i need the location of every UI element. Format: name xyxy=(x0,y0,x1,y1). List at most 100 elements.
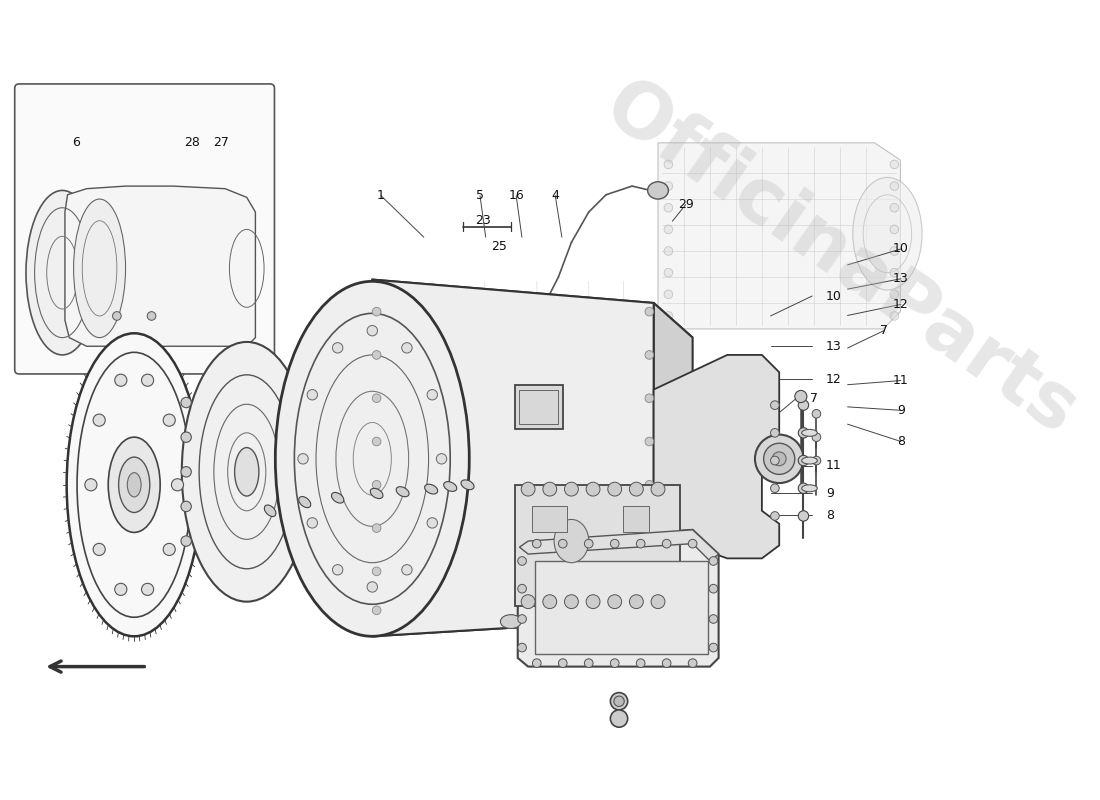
Ellipse shape xyxy=(645,567,653,576)
Ellipse shape xyxy=(163,543,175,555)
Ellipse shape xyxy=(85,478,97,491)
Text: 7: 7 xyxy=(811,392,818,405)
Bar xyxy=(624,506,649,533)
Bar xyxy=(519,390,559,424)
Bar xyxy=(515,485,680,606)
Polygon shape xyxy=(372,279,411,636)
Text: 2: 2 xyxy=(425,539,432,552)
Ellipse shape xyxy=(542,594,557,609)
Ellipse shape xyxy=(890,312,899,320)
Ellipse shape xyxy=(26,190,99,355)
Polygon shape xyxy=(519,530,718,561)
Ellipse shape xyxy=(180,398,191,408)
Ellipse shape xyxy=(755,434,803,483)
Ellipse shape xyxy=(799,455,808,466)
Ellipse shape xyxy=(518,643,527,652)
Ellipse shape xyxy=(542,482,557,496)
Text: 11: 11 xyxy=(826,459,842,472)
Ellipse shape xyxy=(890,246,899,255)
Ellipse shape xyxy=(114,583,126,595)
Ellipse shape xyxy=(771,429,779,437)
Polygon shape xyxy=(65,186,255,346)
Ellipse shape xyxy=(812,410,821,418)
Text: 30: 30 xyxy=(94,363,111,378)
Ellipse shape xyxy=(371,488,383,498)
Ellipse shape xyxy=(799,428,808,438)
Text: 27: 27 xyxy=(213,136,229,149)
Ellipse shape xyxy=(307,518,318,528)
Ellipse shape xyxy=(610,539,619,548)
Text: 14: 14 xyxy=(485,539,502,552)
Ellipse shape xyxy=(584,659,593,667)
Ellipse shape xyxy=(521,482,535,496)
Polygon shape xyxy=(653,303,693,619)
Text: 29: 29 xyxy=(463,492,478,505)
Ellipse shape xyxy=(890,225,899,234)
Ellipse shape xyxy=(614,696,624,706)
Ellipse shape xyxy=(372,606,381,614)
Text: 23: 23 xyxy=(524,587,539,600)
Ellipse shape xyxy=(610,710,628,727)
Text: 24: 24 xyxy=(466,532,482,545)
Text: 3: 3 xyxy=(404,539,411,552)
Ellipse shape xyxy=(645,606,653,614)
Ellipse shape xyxy=(180,466,191,477)
Text: 16: 16 xyxy=(508,189,524,202)
Ellipse shape xyxy=(264,505,276,517)
Ellipse shape xyxy=(710,557,717,566)
Ellipse shape xyxy=(532,539,541,548)
Ellipse shape xyxy=(142,374,154,386)
Ellipse shape xyxy=(689,659,697,667)
Text: 8: 8 xyxy=(896,435,905,448)
Ellipse shape xyxy=(799,483,808,494)
Ellipse shape xyxy=(586,482,600,496)
Text: 25: 25 xyxy=(491,240,507,253)
Ellipse shape xyxy=(664,203,673,212)
Polygon shape xyxy=(372,589,693,636)
Text: 30: 30 xyxy=(95,369,111,382)
Text: 12: 12 xyxy=(826,373,842,386)
Ellipse shape xyxy=(664,268,673,277)
Ellipse shape xyxy=(610,693,628,710)
Text: 12: 12 xyxy=(893,298,909,311)
Ellipse shape xyxy=(298,454,308,464)
Text: OfficinaParts: OfficinaParts xyxy=(590,69,1090,450)
Polygon shape xyxy=(653,355,779,558)
Ellipse shape xyxy=(689,539,697,548)
Ellipse shape xyxy=(802,430,817,436)
Ellipse shape xyxy=(119,457,150,513)
Text: 1: 1 xyxy=(377,189,385,202)
Ellipse shape xyxy=(610,659,619,667)
Ellipse shape xyxy=(425,484,438,494)
Ellipse shape xyxy=(651,594,664,609)
Ellipse shape xyxy=(584,539,593,548)
Ellipse shape xyxy=(710,614,717,623)
Ellipse shape xyxy=(180,432,191,442)
Ellipse shape xyxy=(402,565,412,575)
Ellipse shape xyxy=(427,518,438,528)
Ellipse shape xyxy=(771,484,779,493)
Ellipse shape xyxy=(163,414,175,426)
Ellipse shape xyxy=(637,539,645,548)
Ellipse shape xyxy=(812,456,821,465)
Ellipse shape xyxy=(662,539,671,548)
Ellipse shape xyxy=(367,326,377,336)
Ellipse shape xyxy=(802,457,817,464)
Ellipse shape xyxy=(372,350,381,359)
Text: 5: 5 xyxy=(476,189,484,202)
Ellipse shape xyxy=(275,282,470,636)
Ellipse shape xyxy=(763,443,795,474)
Ellipse shape xyxy=(180,536,191,546)
Ellipse shape xyxy=(645,394,653,402)
Ellipse shape xyxy=(662,659,671,667)
Ellipse shape xyxy=(664,290,673,298)
Ellipse shape xyxy=(559,539,568,548)
Ellipse shape xyxy=(396,486,409,497)
Ellipse shape xyxy=(645,307,653,316)
Ellipse shape xyxy=(586,594,600,609)
Ellipse shape xyxy=(142,583,154,595)
Ellipse shape xyxy=(645,350,653,359)
Ellipse shape xyxy=(74,199,125,338)
Ellipse shape xyxy=(500,614,521,629)
Text: 25: 25 xyxy=(540,568,557,581)
